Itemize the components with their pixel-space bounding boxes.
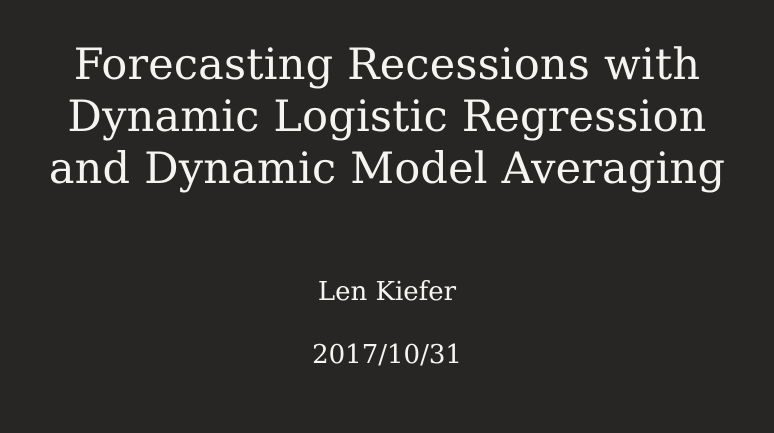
slide-date: 2017/10/31: [312, 340, 462, 370]
slide-author: Len Kiefer: [317, 277, 457, 307]
slide-title: Forecasting Recessions with Dynamic Logi…: [48, 40, 726, 194]
